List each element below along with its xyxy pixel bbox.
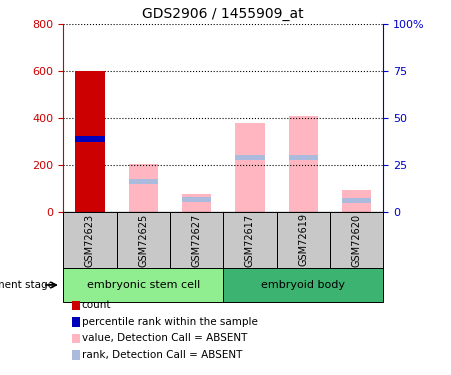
Bar (170, 212, 223, 268)
Text: embryoid body: embryoid body (261, 280, 345, 290)
Text: GSM72617: GSM72617 (245, 213, 255, 267)
Text: rank, Detection Call = ABSENT: rank, Detection Call = ABSENT (82, 350, 242, 360)
Bar (116, 212, 170, 268)
Bar (330, 212, 383, 268)
Bar (182, 197, 211, 202)
Bar (63, 212, 116, 268)
Bar (75, 136, 105, 142)
Text: value, Detection Call = ABSENT: value, Detection Call = ABSENT (82, 333, 247, 343)
Bar (182, 194, 211, 212)
Text: GSM72625: GSM72625 (138, 213, 148, 267)
Bar (129, 178, 158, 184)
Bar (342, 190, 371, 212)
Bar (276, 212, 330, 268)
Bar (289, 155, 318, 160)
Text: GSM72620: GSM72620 (352, 213, 362, 267)
Title: GDS2906 / 1455909_at: GDS2906 / 1455909_at (143, 7, 304, 21)
Bar (223, 212, 276, 268)
Bar (289, 116, 318, 212)
Bar (223, 268, 383, 302)
Text: GSM72627: GSM72627 (192, 213, 202, 267)
Bar (235, 123, 265, 212)
Bar (129, 164, 158, 212)
Bar (63, 268, 223, 302)
Text: percentile rank within the sample: percentile rank within the sample (82, 316, 258, 327)
Text: GSM72623: GSM72623 (85, 213, 95, 267)
Text: embryonic stem cell: embryonic stem cell (87, 280, 200, 290)
Text: count: count (82, 300, 111, 310)
Bar (342, 198, 371, 203)
Text: development stage: development stage (0, 280, 54, 290)
Text: GSM72619: GSM72619 (298, 213, 308, 267)
Bar (235, 155, 265, 160)
Bar (75, 71, 105, 212)
